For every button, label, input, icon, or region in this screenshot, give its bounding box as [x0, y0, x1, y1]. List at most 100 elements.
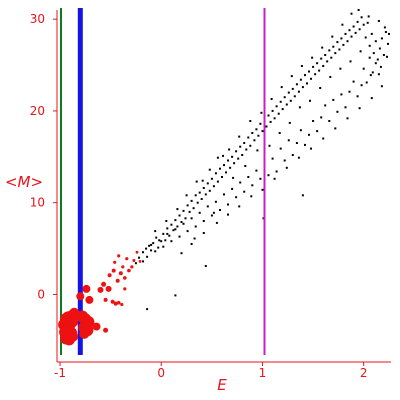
black-point-121 [387, 42, 389, 45]
black-point-246 [154, 230, 157, 233]
black-point-201 [367, 15, 370, 18]
black-point-22 [186, 204, 189, 207]
black-point-21 [184, 217, 187, 220]
black-point-64 [271, 109, 274, 112]
y-tick-label-3: 30 [30, 12, 45, 26]
black-point-98 [340, 37, 343, 40]
black-point-170 [190, 217, 193, 220]
black-point-117 [378, 47, 381, 50]
black-point-129 [356, 95, 359, 98]
red-point-19 [79, 328, 90, 339]
black-point-125 [371, 71, 374, 74]
y-axis-label: <M> [5, 173, 43, 191]
black-point-133 [340, 93, 343, 96]
black-point-184 [195, 180, 198, 183]
red-point-41 [121, 265, 125, 269]
black-point-235 [288, 121, 291, 124]
black-point-138 [320, 116, 323, 119]
black-point-136 [328, 120, 331, 122]
black-point-30 [202, 187, 205, 189]
black-point-11 [164, 239, 167, 242]
red-point-27 [105, 285, 112, 292]
black-point-233 [268, 144, 271, 147]
black-point-123 [365, 81, 368, 84]
black-point-27 [196, 201, 199, 204]
black-point-61 [265, 125, 268, 128]
black-point-71 [285, 103, 288, 106]
black-point-116 [376, 58, 379, 61]
red-point-30 [113, 301, 118, 306]
black-point-192 [280, 86, 283, 89]
black-point-70 [283, 96, 286, 99]
black-point-181 [146, 255, 149, 258]
black-point-219 [358, 107, 361, 110]
black-point-212 [273, 177, 276, 180]
black-point-118 [380, 37, 383, 40]
black-point-113 [370, 32, 373, 35]
black-point-4 [148, 244, 151, 247]
black-point-249 [201, 179, 204, 182]
black-point-242 [359, 50, 362, 53]
black-point-226 [146, 308, 149, 311]
black-point-16 [174, 219, 177, 222]
black-point-18 [178, 214, 181, 217]
black-point-114 [372, 52, 375, 55]
black-point-66 [275, 105, 278, 108]
black-point-197 [331, 35, 334, 38]
red-point-39 [130, 265, 134, 269]
black-point-42 [227, 159, 229, 162]
black-point-230 [232, 176, 235, 179]
black-point-196 [321, 46, 324, 49]
black-point-146 [287, 139, 290, 142]
red-point-43 [132, 259, 136, 262]
black-point-241 [349, 60, 352, 63]
black-point-179 [154, 250, 157, 253]
black-point-207 [215, 221, 218, 224]
black-point-214 [297, 156, 300, 159]
black-point-106 [356, 20, 359, 23]
black-point-32 [206, 182, 209, 185]
black-point-199 [350, 12, 353, 15]
black-point-80 [304, 74, 306, 77]
red-point-21 [82, 284, 91, 293]
black-point-216 [322, 137, 325, 140]
black-point-28 [198, 191, 201, 194]
black-point-97 [338, 48, 341, 51]
black-point-5 [150, 249, 153, 252]
black-point-102 [348, 29, 351, 32]
black-point-145 [291, 154, 294, 156]
black-point-19 [180, 221, 183, 223]
black-point-147 [283, 159, 286, 162]
black-point-57 [257, 134, 260, 137]
red-point-20 [76, 292, 85, 301]
black-point-103 [350, 35, 353, 38]
black-point-90 [324, 54, 327, 56]
black-point-46 [235, 150, 238, 153]
black-point-141 [308, 133, 310, 136]
black-point-128 [360, 84, 363, 87]
black-point-86 [316, 62, 319, 65]
black-point-194 [300, 65, 303, 67]
red-point-44 [135, 250, 139, 254]
black-point-13 [168, 234, 171, 237]
axes [56, 10, 391, 363]
black-point-127 [377, 73, 380, 76]
black-point-240 [339, 67, 342, 70]
black-point-222 [301, 194, 304, 197]
black-point-8 [157, 246, 160, 249]
black-point-31 [204, 193, 207, 196]
black-point-51 [245, 148, 248, 151]
y-tick-label-1: 10 [30, 196, 45, 210]
black-point-92 [328, 49, 331, 52]
black-point-54 [251, 132, 254, 134]
black-point-124 [368, 56, 371, 59]
black-point-177 [162, 245, 165, 248]
black-point-160 [231, 187, 234, 190]
black-point-3 [145, 247, 148, 250]
red-point-group [58, 250, 142, 346]
black-point-174 [174, 228, 177, 231]
black-point-224 [204, 265, 207, 267]
black-point-186 [216, 156, 219, 159]
black-point-41 [225, 171, 227, 174]
